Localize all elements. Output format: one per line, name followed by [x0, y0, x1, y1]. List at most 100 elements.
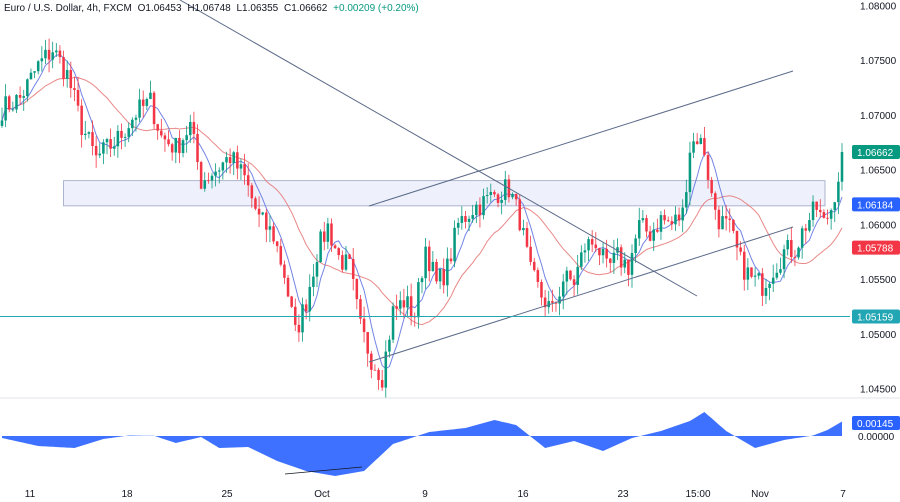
ohlc-high: H1.06748: [187, 3, 231, 14]
candle-body: [112, 146, 116, 149]
candle-body: [225, 157, 228, 163]
candle: [181, 138, 185, 158]
candle-body: [18, 94, 22, 98]
candle-body: [76, 90, 80, 106]
candle-body: [775, 272, 779, 278]
candle: [272, 222, 275, 245]
time-tick-label: 16: [517, 489, 529, 500]
candle: [797, 246, 800, 260]
candle-body: [120, 130, 123, 138]
oscillator-value-text: 0.00145: [857, 419, 894, 430]
candle-body: [438, 269, 442, 282]
candle-body: [681, 207, 684, 221]
candle: [619, 244, 623, 276]
candle-body: [739, 247, 742, 252]
candle: [572, 275, 576, 297]
candle-body: [782, 249, 786, 270]
candle: [348, 253, 351, 260]
candle-body: [265, 212, 268, 230]
candle-body: [829, 210, 833, 219]
candle: [706, 151, 710, 189]
candle: [312, 263, 315, 297]
price-tick-label: 1.07500: [860, 56, 897, 67]
candle: [40, 46, 44, 72]
candle: [308, 274, 312, 322]
candle: [395, 294, 398, 321]
candle-body: [641, 218, 645, 221]
candle-body: [102, 142, 105, 154]
candle: [746, 258, 750, 291]
candle: [442, 258, 445, 294]
candle-body: [449, 258, 453, 262]
candle-body: [131, 119, 134, 129]
candle-body: [221, 162, 225, 171]
candle-body: [837, 181, 840, 203]
candle-body: [478, 204, 482, 216]
candle-body: [337, 248, 340, 256]
candle: [341, 250, 344, 273]
candle: [0, 107, 4, 128]
candle: [525, 222, 529, 249]
candle: [493, 189, 496, 198]
candle-body: [250, 185, 254, 199]
candle-body: [728, 218, 732, 220]
candle: [192, 111, 196, 144]
candle-body: [692, 141, 695, 153]
candle-body: [779, 269, 782, 273]
candle-body: [109, 139, 112, 149]
candle: [637, 207, 641, 246]
candle: [435, 258, 438, 284]
candle-body: [431, 261, 435, 272]
candle: [485, 187, 489, 204]
candle: [189, 114, 192, 143]
candle-body: [123, 136, 127, 138]
candle-body: [127, 128, 130, 137]
candle: [424, 237, 427, 289]
candle-body: [308, 286, 312, 312]
candle: [243, 153, 246, 185]
candle: [775, 263, 779, 280]
candle-body: [630, 253, 634, 275]
candle-body: [464, 216, 467, 222]
candle: [409, 283, 413, 326]
candle-body: [446, 258, 449, 286]
candle: [47, 38, 51, 73]
time-tick-label: 7: [840, 489, 846, 500]
candle-body: [167, 139, 170, 145]
candle: [120, 123, 123, 150]
candle-body: [637, 220, 641, 239]
price-label-text: 1.06184: [857, 200, 894, 211]
candle-body: [742, 251, 746, 280]
candle-body: [750, 267, 753, 277]
candle-body: [58, 50, 62, 58]
candle: [475, 201, 478, 224]
candle-body: [699, 138, 703, 145]
candle: [380, 370, 384, 391]
candle-body: [666, 220, 670, 222]
candle: [163, 132, 167, 152]
price-label-text: 1.06662: [857, 148, 894, 159]
divergence-line: [284, 466, 363, 475]
candle: [826, 209, 829, 225]
candle-body: [22, 96, 25, 98]
candle-body: [210, 175, 214, 181]
oscillator-zero-tick: 0.00000: [858, 432, 895, 443]
candle-body: [402, 300, 406, 308]
candle: [648, 225, 652, 242]
time-tick-label: Oct: [314, 489, 330, 500]
candle-body: [674, 214, 677, 225]
candle: [91, 120, 94, 156]
candle-body: [384, 351, 388, 388]
candle: [145, 97, 149, 110]
candle-body: [714, 193, 717, 210]
candle-body: [435, 261, 438, 282]
candle: [417, 277, 420, 329]
candle-body: [583, 250, 587, 253]
candle: [333, 243, 337, 250]
candle: [536, 267, 540, 288]
candle: [714, 191, 717, 220]
candle: [580, 245, 583, 270]
candle-body: [453, 227, 456, 262]
candle-body: [554, 302, 558, 304]
